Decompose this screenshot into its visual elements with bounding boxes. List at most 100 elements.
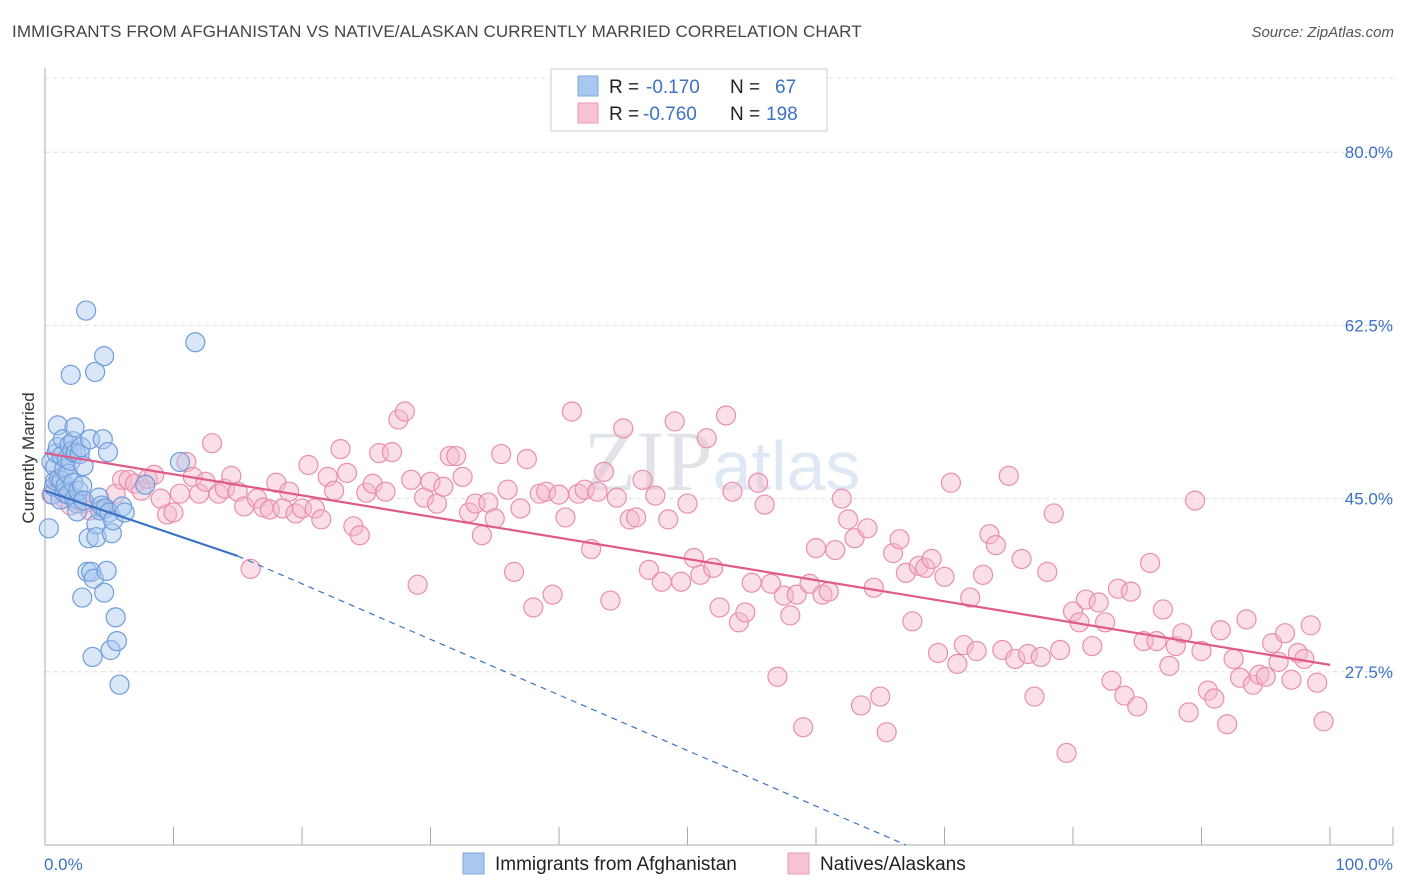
source-note: Source: ZipAtlas.com [1251, 24, 1394, 41]
data-point [407, 574, 428, 595]
data-point [542, 584, 563, 605]
data-point [1236, 609, 1257, 630]
data-point [82, 646, 103, 668]
data-point [420, 471, 441, 492]
trend-line-afghanistan-extension [237, 555, 907, 846]
data-point [169, 451, 191, 473]
data-point [362, 473, 383, 494]
data-point [658, 509, 679, 530]
data-point [38, 518, 59, 539]
data-point [760, 573, 782, 594]
axes [44, 68, 1394, 846]
x-tick-label-end: 100.0% [1335, 855, 1393, 874]
data-point [831, 488, 852, 509]
data-point [439, 445, 460, 467]
data-point [613, 418, 634, 439]
data-point [1088, 592, 1109, 613]
data-point [76, 300, 97, 321]
watermark-atlas: atlas [713, 427, 861, 505]
legend-swatch-pink [577, 102, 599, 124]
data-point [947, 653, 968, 674]
data-point [1255, 666, 1276, 687]
data-point [1017, 643, 1039, 665]
data-point [1274, 623, 1296, 644]
data-point [722, 481, 743, 502]
data-point [979, 524, 1000, 545]
bottom-legend-label-1: Immigrants from Afghanistan [495, 854, 737, 875]
legend: R = -0.170 N = 67 R = -0.760 N = 198 [550, 68, 828, 132]
data-point [88, 487, 110, 508]
data-point [645, 485, 666, 506]
data-point [433, 476, 454, 497]
data-point [1107, 578, 1129, 599]
data-point [1204, 688, 1225, 709]
data-point [1217, 714, 1238, 735]
legend-r-label-2: R = [609, 104, 639, 125]
data-point [176, 451, 197, 473]
data-point [728, 612, 750, 633]
data-point [1062, 601, 1084, 622]
data-point [86, 527, 107, 548]
data-point [606, 487, 627, 508]
bottom-legend-swatch-pink [787, 852, 810, 875]
chart-title: IMMIGRANTS FROM AFGHANISTAN VS NATIVE/AL… [12, 22, 862, 41]
data-point [92, 429, 113, 450]
data-point [105, 607, 126, 628]
data-point [426, 493, 448, 514]
data-point [72, 587, 93, 608]
data-point [1313, 711, 1334, 732]
data-point [109, 674, 130, 695]
data-point [94, 582, 115, 603]
bottom-legend-label-2: Natives/Alaskans [820, 854, 966, 875]
legend-r-value-2: -0.760 [643, 104, 697, 125]
data-point [780, 605, 801, 626]
x-tick-labels: 0.0% 100.0% [44, 855, 1393, 874]
data-point [503, 561, 525, 582]
data-point [375, 481, 396, 502]
data-point [240, 558, 261, 579]
data-point [548, 484, 570, 505]
data-point [1114, 685, 1135, 706]
data-point [101, 523, 122, 544]
data-point [510, 498, 531, 519]
data-point [902, 611, 923, 632]
data-point [381, 441, 403, 463]
data-point [715, 405, 737, 426]
data-point [1172, 623, 1193, 644]
data-point [960, 587, 981, 608]
legend-n-value-2: 198 [766, 104, 798, 125]
data-point [1043, 503, 1064, 524]
data-point [1024, 686, 1045, 707]
data-point [163, 502, 184, 523]
gridlines [45, 77, 1393, 673]
data-point [664, 411, 685, 432]
data-point [587, 481, 608, 502]
x-tick-label-start: 0.0% [44, 855, 83, 874]
data-point [940, 472, 962, 493]
data-point [169, 483, 191, 504]
data-point [1210, 620, 1231, 641]
legend-n-label-2: N = [730, 104, 760, 125]
data-point [818, 581, 839, 602]
data-point [574, 479, 595, 500]
bottom-legend-swatch-blue [462, 852, 485, 875]
data-point [805, 537, 827, 559]
trend-lines [44, 452, 1331, 846]
data-point [793, 717, 814, 738]
data-point [1082, 635, 1103, 657]
data-point [135, 474, 156, 495]
data-point [497, 479, 518, 500]
data-point [677, 493, 698, 514]
data-point [1120, 581, 1141, 602]
data-point [921, 548, 942, 570]
data-point [1307, 672, 1328, 693]
data-point [1184, 490, 1206, 511]
data-point [324, 480, 345, 501]
data-point [850, 695, 872, 716]
data-point [561, 401, 582, 422]
data-point [632, 469, 653, 490]
data-point [735, 602, 756, 623]
data-point [953, 634, 974, 656]
data-point [1056, 742, 1077, 764]
